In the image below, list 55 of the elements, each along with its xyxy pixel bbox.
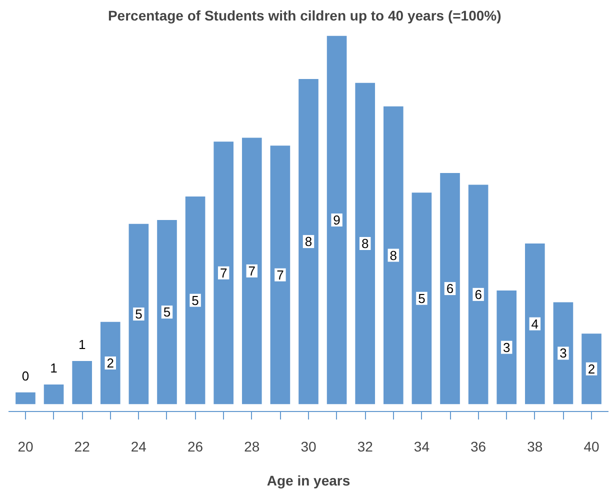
- data-label: 9: [333, 212, 340, 228]
- data-label: 4: [531, 316, 539, 332]
- bar: [16, 392, 36, 404]
- data-label: 6: [474, 286, 482, 302]
- x-tick-label: 38: [527, 438, 543, 454]
- x-tick-label: 34: [414, 438, 430, 454]
- x-tick-label: 32: [357, 438, 374, 454]
- bar: [242, 138, 262, 404]
- bar: [298, 78, 318, 404]
- bar: [525, 244, 545, 404]
- bar: [582, 334, 602, 404]
- bar: [270, 146, 290, 404]
- bar: [100, 322, 120, 404]
- x-tick-label: 20: [18, 438, 34, 454]
- bar: [214, 142, 234, 404]
- bar: [553, 302, 574, 404]
- x-tick-label: 26: [188, 438, 204, 454]
- x-tick-label: 40: [584, 438, 600, 454]
- data-label: 0: [22, 368, 30, 384]
- data-label: 6: [446, 281, 454, 296]
- data-label: 1: [78, 336, 86, 352]
- data-label: 5: [192, 292, 199, 308]
- bar: [326, 36, 347, 404]
- x-tick-label: 30: [300, 438, 316, 454]
- bar: [412, 192, 432, 404]
- bar: [468, 184, 488, 404]
- data-label: 3: [560, 346, 567, 361]
- data-label: 5: [163, 304, 171, 320]
- bar: [72, 361, 92, 404]
- data-label: 5: [418, 290, 426, 306]
- x-tick-label: 22: [74, 438, 90, 454]
- data-label: 7: [276, 267, 284, 282]
- data-label: 7: [248, 263, 256, 278]
- bar: [44, 384, 64, 404]
- data-label: 8: [361, 236, 369, 252]
- data-label: 1: [50, 360, 58, 376]
- data-label: 8: [390, 248, 398, 263]
- chart-title: Percentage of Students with cildren up to 40 years (=100%): [108, 8, 502, 24]
- x-tick-label: 28: [244, 438, 260, 454]
- bar: [384, 106, 404, 404]
- bar: [440, 172, 460, 404]
- data-label: 3: [503, 340, 510, 355]
- x-tick-label: 36: [470, 438, 486, 454]
- bar: [157, 220, 177, 404]
- data-label: 7: [220, 265, 228, 280]
- bar: [496, 290, 517, 404]
- bar: [128, 224, 149, 404]
- bar: [355, 82, 376, 404]
- data-label: 8: [304, 234, 312, 250]
- data-label: 5: [135, 306, 142, 322]
- data-label: 2: [106, 356, 114, 370]
- data-label: 2: [588, 361, 596, 376]
- x-tick-label: 24: [130, 438, 147, 454]
- bar: [185, 196, 206, 404]
- x-axis-title: Age in years: [266, 472, 350, 488]
